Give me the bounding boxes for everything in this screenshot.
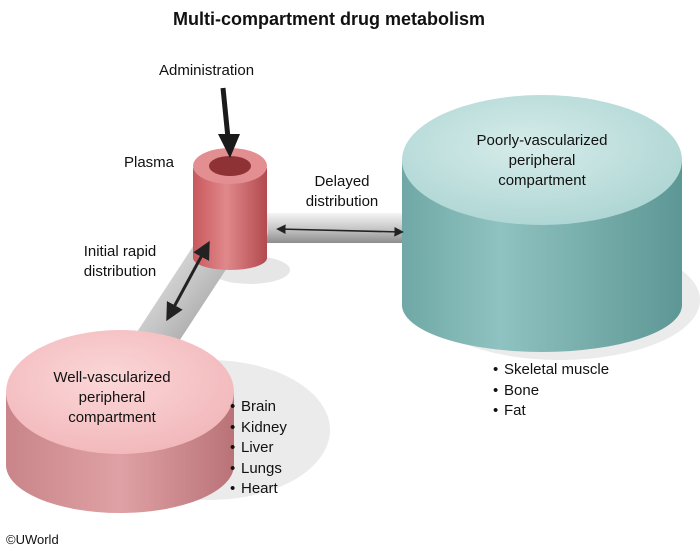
plasma-cylinder	[193, 148, 267, 270]
delayed-distribution-arrow	[276, 224, 404, 237]
copyright-notice: ©UWorld	[6, 532, 59, 547]
initial-rapid-distribution-line-1: Initial rapid	[83, 243, 157, 260]
well-label-line-3: compartment	[68, 409, 156, 426]
plasma-label: Plasma	[124, 154, 175, 171]
list-item: Kidney	[230, 418, 287, 439]
poorly-label-line-3: compartment	[498, 172, 586, 189]
diagram-title: Multi-compartment drug metabolism	[173, 9, 486, 29]
list-item: Liver	[230, 438, 287, 459]
delayed-distribution-tube	[256, 213, 418, 243]
poorly-label-line-2: peripheral	[508, 152, 576, 169]
poorly-vascularized-compartment	[402, 95, 682, 352]
well-vascularized-label: Well-vascularized peripheral compartment	[32, 368, 192, 428]
initial-rapid-distribution-arrow	[166, 240, 210, 322]
delayed-distribution-label: Delayed distribution	[296, 172, 388, 212]
poorly-vascularized-label: Poorly-vascularized peripheral compartme…	[452, 131, 632, 191]
well-vascularized-compartment	[6, 330, 234, 513]
initial-rapid-distribution-line-2: distribution	[83, 263, 157, 280]
list-item: Heart	[230, 479, 287, 500]
list-item: Skeletal muscle	[493, 360, 609, 381]
list-item: Lungs	[230, 459, 287, 480]
list-item: Fat	[493, 401, 609, 422]
poorly-label-line-1: Poorly-vascularized	[476, 132, 608, 149]
administration-arrow	[218, 87, 240, 158]
delayed-distribution-line-2: distribution	[305, 193, 379, 210]
well-vascularized-examples: Brain Kidney Liver Lungs Heart	[230, 397, 287, 500]
list-item: Brain	[230, 397, 287, 418]
well-label-line-1: Well-vascularized	[53, 369, 171, 386]
well-label-line-2: peripheral	[78, 389, 146, 406]
administration-label: Administration	[159, 62, 255, 79]
delayed-distribution-line-1: Delayed	[314, 173, 370, 190]
list-item: Bone	[493, 381, 609, 402]
poorly-vascularized-examples: Skeletal muscle Bone Fat	[493, 360, 609, 422]
initial-rapid-distribution-label: Initial rapid distribution	[70, 242, 170, 282]
